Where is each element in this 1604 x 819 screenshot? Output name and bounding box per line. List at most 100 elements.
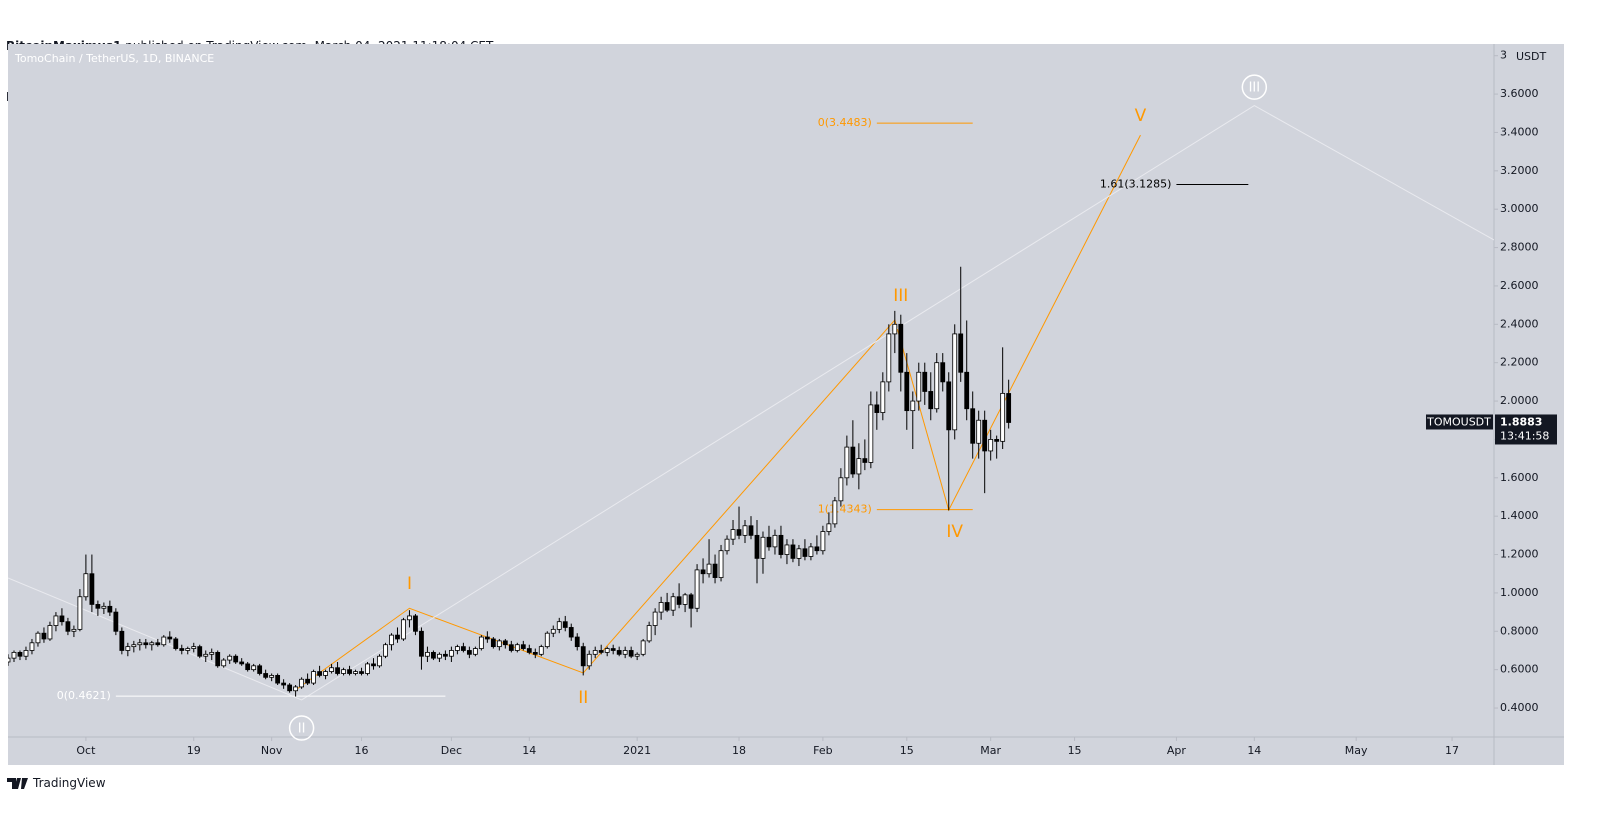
candle-body [790,544,796,559]
x-tick-label: 2021 [623,744,651,757]
candle-body [341,669,346,674]
candle-body [53,615,59,626]
candle-body [736,529,742,536]
candle-body [562,621,568,628]
candle-body [724,538,730,552]
candle-body [490,638,496,648]
candle-body [77,596,83,630]
candle-body [71,628,77,632]
y-tick-label: 2.0000 [1500,394,1539,407]
wave-label: V [1135,106,1147,126]
candle-body [970,408,976,444]
candle-body [311,671,316,684]
candle-body [173,638,179,649]
candle-body [383,644,388,657]
candle-body [574,636,580,648]
candle-body [401,619,406,640]
candle-body [65,621,71,632]
y-tick-label: 0.6000 [1500,663,1539,676]
candle-body [508,644,514,651]
candle-body [209,651,215,655]
x-tick-label: 15 [1068,744,1082,757]
footer: TradingView [6,773,106,793]
candle-body [658,602,664,613]
candle-body [652,611,658,626]
candle-body [610,648,616,651]
candle-body [155,642,161,646]
candle-body [976,419,982,444]
wave-label: I [407,574,412,594]
candle-body [616,650,622,655]
candle-body [317,671,322,676]
wave-label: III [1249,81,1261,96]
y-tick-label: 3.4000 [1500,125,1539,138]
candle-body [664,602,670,611]
candle-body [281,682,287,686]
candle-body [586,653,592,667]
candle-body [994,439,1000,442]
candle-body [407,615,412,621]
candle-body [41,632,47,640]
candle-body [706,563,712,575]
chart-background [8,44,1564,765]
candle-body [197,646,203,657]
candle-body [377,655,382,667]
candle-body [754,534,760,559]
wave-label: IV [946,522,963,542]
candle-body [712,563,718,578]
candle-body [598,650,604,653]
candle-body [299,678,305,688]
wave-label: II [298,721,306,736]
candle-body [305,678,310,684]
candle-body [335,667,340,674]
candle-body [419,630,424,657]
x-tick-label: 19 [187,744,201,757]
candle-body [449,650,454,657]
candle-body [880,381,886,413]
x-tick-label: Apr [1167,744,1187,757]
candle-body [161,636,167,646]
candle-body [215,651,221,667]
candle-body [263,673,269,678]
candle-body [269,675,275,678]
candle-body [808,546,814,557]
candle-body [886,333,892,383]
candle-body [47,625,53,640]
candle-body [988,439,994,452]
candle-body [119,630,125,651]
symbol-label: TOMOUSDT [1426,415,1491,428]
candle-body [910,400,916,412]
candle-body [544,632,550,648]
candle-body [83,573,89,598]
candle-body [592,650,598,655]
plot: 0(0.4621) 0(3.4483) 1(1.4343) 1.61(3.1285) [8,105,1494,702]
candle-body [101,605,107,609]
y-tick-label: 1.6000 [1500,471,1539,484]
candle-body [347,669,352,674]
candle-body [556,621,562,630]
candle-body [700,569,706,575]
y-tick-label: 1.4000 [1500,509,1539,522]
candle-body [245,663,251,671]
candle-body [538,646,544,655]
candle-body [568,627,574,638]
y-tick-label: 2.6000 [1500,279,1539,292]
candle-body [149,642,155,646]
y-tick-label: 3.2000 [1500,164,1539,177]
candle-body [425,651,430,657]
candle-body [1000,392,1006,442]
candle-body [239,661,245,665]
candle-body [431,651,436,659]
candle-body [23,650,29,657]
candle-body [460,646,466,651]
candle-body [772,534,778,548]
candle-body [550,628,556,634]
y-tick-label: 1.2000 [1500,548,1539,561]
y-tick-label: 3.0000 [1500,202,1539,215]
y-tick-label: 3 [1500,49,1507,62]
candle-body [940,362,946,383]
candle-body [868,404,874,463]
candle-body [29,642,35,651]
candle-body [389,634,394,646]
